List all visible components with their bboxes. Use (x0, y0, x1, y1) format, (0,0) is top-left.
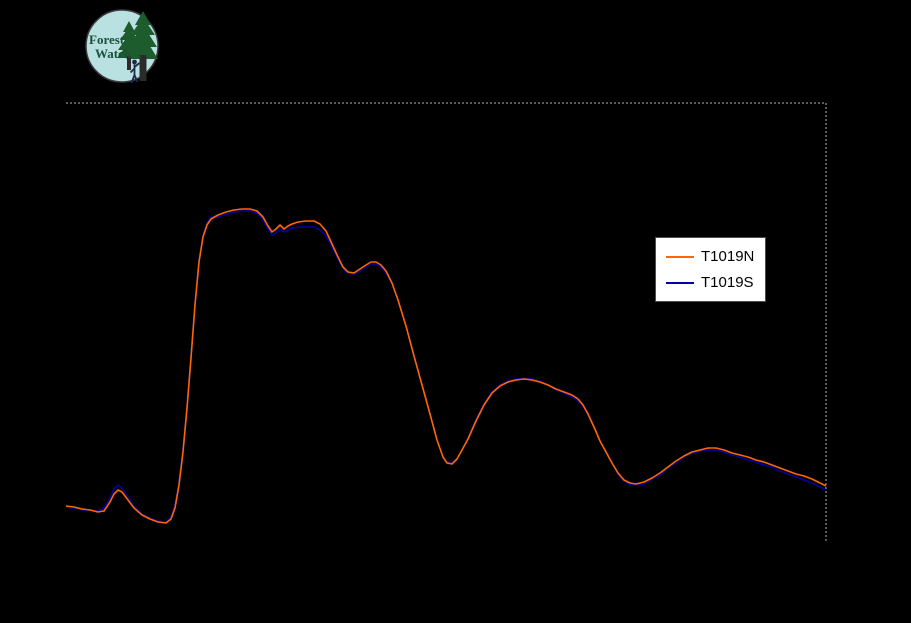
t1019n-line-swatch (666, 255, 694, 258)
t1019s-line-swatch (666, 281, 694, 284)
legend-label-t1019n: T1019N (701, 248, 755, 265)
pine-tree-small-icon (117, 21, 141, 70)
forest-watch-logo: Forest Watch (85, 9, 159, 84)
logo-text-forest: Forest (89, 32, 125, 47)
legend: T1019N T1019S (655, 237, 766, 302)
person-figure-icon (129, 59, 141, 84)
legend-item-t1019n: T1019N (656, 249, 765, 264)
logo-text-watch: Watch (95, 46, 132, 61)
legend-label-t1019s: T1019S (701, 274, 754, 291)
legend-item-t1019s: T1019S (656, 275, 765, 290)
